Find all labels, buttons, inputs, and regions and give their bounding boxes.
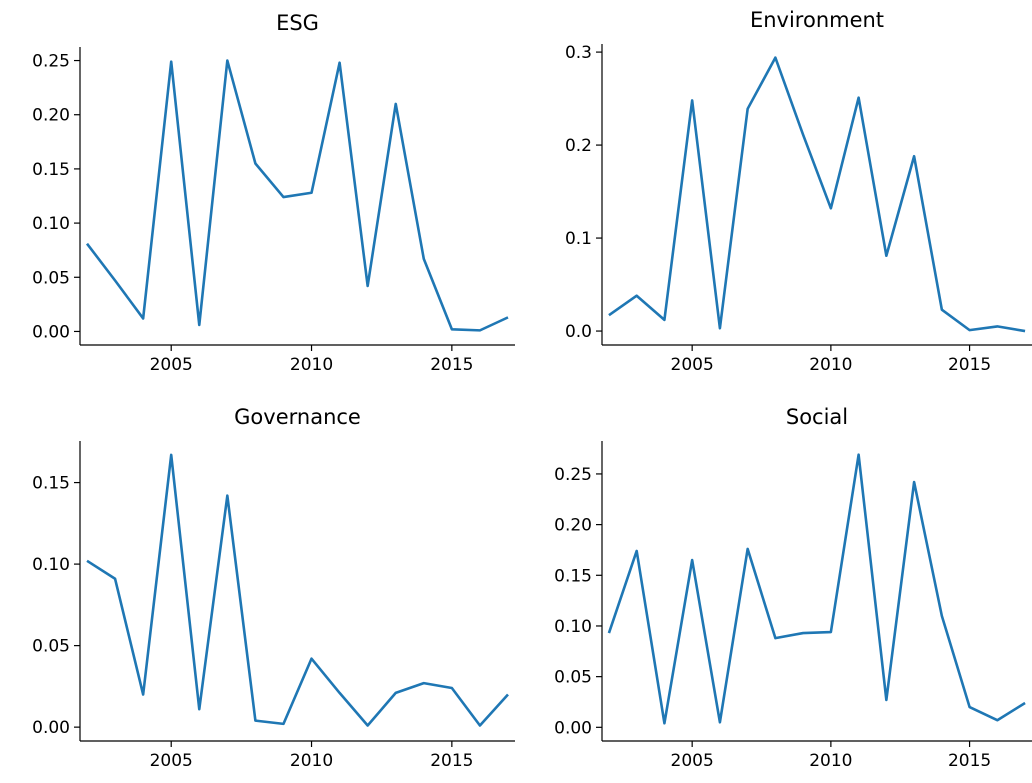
y-tick-label: 0.10 bbox=[554, 617, 592, 637]
y-tick-label: 0.20 bbox=[554, 516, 592, 536]
series-line bbox=[85, 59, 509, 332]
y-tick-label: 0.15 bbox=[554, 566, 592, 586]
y-tick-label: 0.00 bbox=[32, 718, 70, 738]
y-tick-label: 0.25 bbox=[554, 465, 592, 485]
panel-environment: Environment 0.0 0.1 0.2 0.3 2005 2010 2015 bbox=[565, 8, 1032, 375]
y-tick-label: 0.25 bbox=[32, 52, 70, 72]
y-tick-label: 0.15 bbox=[32, 474, 70, 494]
x-tick-label: 2010 bbox=[809, 751, 852, 771]
x-tick-label: 2005 bbox=[671, 751, 714, 771]
y-tick-label: 0.00 bbox=[32, 322, 70, 342]
series-line bbox=[607, 453, 1026, 725]
x-tick-label: 2015 bbox=[948, 355, 991, 375]
y-tick-label: 0.20 bbox=[32, 106, 70, 126]
x-tick-label: 2005 bbox=[671, 355, 714, 375]
y-tick-label: 0.05 bbox=[32, 637, 70, 657]
y-tick-label: 0.2 bbox=[565, 136, 592, 156]
y-tick-label: 0.15 bbox=[32, 160, 70, 180]
y-tick-label: 0.00 bbox=[554, 718, 592, 738]
panel-title: ESG bbox=[276, 11, 319, 35]
x-tick-label: 2005 bbox=[150, 355, 193, 375]
panel-title: Social bbox=[786, 405, 848, 429]
y-tick-label: 0.0 bbox=[565, 322, 592, 342]
series-line bbox=[86, 453, 509, 727]
y-tick-label: 0.3 bbox=[565, 43, 592, 63]
x-tick-label: 2015 bbox=[430, 751, 473, 771]
x-tick-label: 2010 bbox=[809, 355, 852, 375]
x-tick-label: 2005 bbox=[150, 751, 193, 771]
x-tick-label: 2015 bbox=[430, 355, 473, 375]
panel-esg: ESG 0.00 0.05 0.10 0.15 0.20 0.25 2005 2010 2015 bbox=[32, 11, 515, 375]
y-tick-label: 0.05 bbox=[32, 268, 70, 288]
y-tick-label: 0.10 bbox=[32, 555, 70, 575]
x-tick-label: 2010 bbox=[290, 355, 333, 375]
panel-title: Environment bbox=[750, 8, 884, 32]
x-tick-label: 2010 bbox=[290, 751, 333, 771]
series-line bbox=[608, 56, 1026, 333]
panel-governance: Governance 0.00 0.05 0.10 0.15 2005 2010 2015 bbox=[32, 405, 515, 771]
y-tick-label: 0.10 bbox=[32, 214, 70, 234]
x-tick-label: 2015 bbox=[948, 751, 991, 771]
panel-title: Governance bbox=[234, 405, 361, 429]
y-tick-label: 0.05 bbox=[554, 668, 592, 688]
panel-social: Social 0.00 0.05 0.10 0.15 0.20 0.25 2005 2010 2… bbox=[554, 405, 1032, 771]
y-tick-label: 0.1 bbox=[565, 229, 592, 249]
